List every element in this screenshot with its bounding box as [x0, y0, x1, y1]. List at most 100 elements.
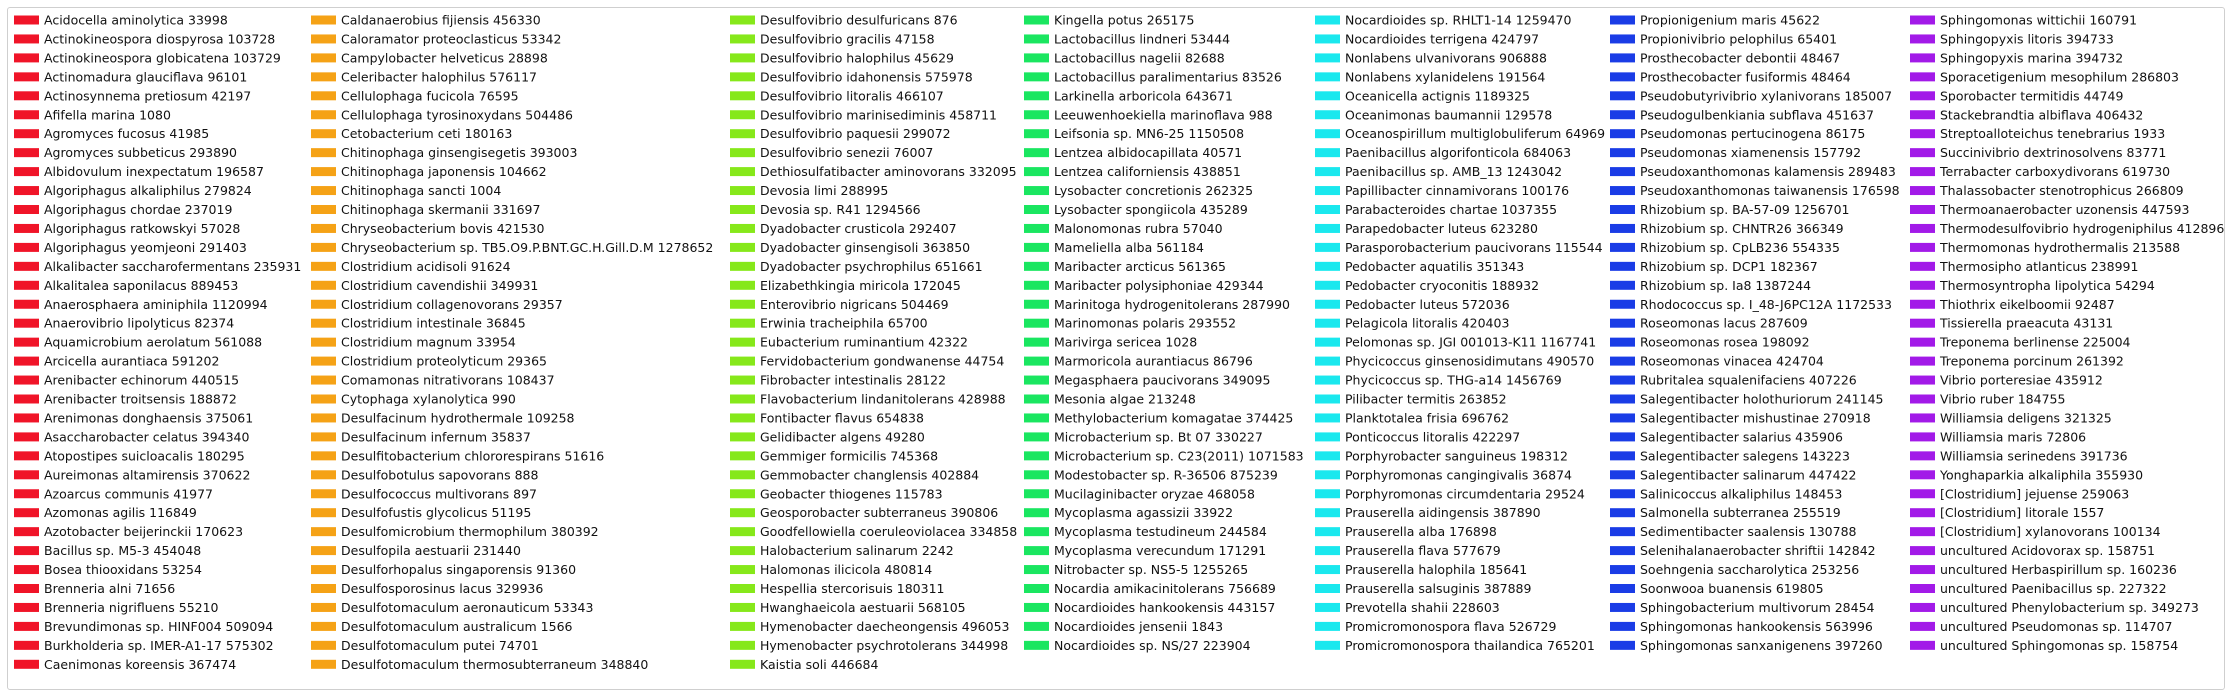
legend-swatch [1910, 242, 1935, 252]
legend-swatch [14, 432, 39, 442]
legend-swatch [1315, 546, 1340, 556]
legend-swatch [14, 299, 39, 309]
legend-label: Desulfotomaculum australicum 1566 [341, 619, 573, 634]
legend-label: Paenibacillus sp. AMB_13 1243042 [1345, 164, 1562, 179]
legend-label: Roseomonas rosea 198092 [1640, 335, 1810, 350]
legend-swatch [730, 659, 755, 669]
legend-label: Cellulophaga fucicola 76595 [341, 88, 519, 103]
legend-swatch [14, 15, 39, 25]
legend-label: Asaccharobacter celatus 394340 [44, 429, 250, 444]
legend-swatch [730, 621, 755, 631]
legend-swatch [1024, 129, 1049, 139]
legend-swatch [730, 299, 755, 309]
legend-swatch [311, 148, 336, 158]
legend-label: Sphingomonas sanxanigenens 397260 [1640, 638, 1883, 653]
legend-label: Thiothrix eikelboomii 92487 [1939, 297, 2115, 312]
legend-label: [Clostridium] xylanovorans 100134 [1940, 524, 2161, 539]
legend-label: Salegentibacter holothuriorum 241145 [1640, 392, 1883, 407]
legend-swatch [1024, 110, 1049, 120]
legend-swatch [1610, 223, 1635, 233]
legend-label: Devosia sp. R41 1294566 [760, 202, 921, 217]
legend-label: Vibrio ruber 184755 [1940, 392, 2065, 407]
legend-label: Promicromonospora thailandica 765201 [1345, 638, 1595, 653]
legend-swatch [311, 432, 336, 442]
legend-swatch [1610, 621, 1635, 631]
legend-label: Actinokineospora diospyrosa 103728 [44, 31, 275, 46]
legend-column-4: Kingella potus 265175 Lactobacillus lindn… [1024, 13, 1304, 653]
legend-swatch [1610, 640, 1635, 650]
legend-label: Mycoplasma agassizii 33922 [1054, 505, 1233, 520]
legend-label: Pseudomonas xiamenensis 157792 [1640, 145, 1861, 160]
legend-label: Pilibacter termitis 263852 [1345, 392, 1507, 407]
legend-swatch [1315, 186, 1340, 196]
legend-label: Algoriphagus alkaliphilus 279824 [44, 183, 252, 198]
legend-swatch [1610, 15, 1635, 25]
legend-label: Halomonas ilicicola 480814 [760, 562, 932, 577]
legend-label: Nocardioides sp. RHLT1-14 1259470 [1345, 13, 1572, 28]
legend-label: Azomonas agilis 116849 [44, 505, 197, 520]
legend-label: Rhizobium sp. CHNTR26 366349 [1640, 221, 1844, 236]
legend-label: Brenneria alni 71656 [44, 581, 175, 596]
legend-swatch [14, 451, 39, 461]
legend-label: Goodfellowiella coeruleoviolacea 334858 [760, 524, 1017, 539]
legend-swatch [730, 602, 755, 612]
legend-swatch [730, 129, 755, 139]
legend-label: Azoarcus communis 41977 [44, 486, 213, 501]
legend-swatch [14, 375, 39, 385]
legend-swatch [1910, 432, 1935, 442]
legend-swatch [1610, 53, 1635, 63]
legend-swatch [1910, 53, 1935, 63]
legend-swatch [1315, 261, 1340, 271]
legend-swatch [1024, 261, 1049, 271]
legend-swatch [14, 413, 39, 423]
legend-swatch [1024, 584, 1049, 593]
legend-swatch [730, 53, 755, 63]
legend-swatch [1024, 15, 1049, 25]
legend-swatch [311, 91, 336, 101]
legend-swatch [1610, 470, 1635, 480]
legend-swatch [730, 148, 755, 158]
legend-label: Planktotalea frisia 696762 [1345, 410, 1509, 425]
legend-swatch [1315, 602, 1340, 612]
legend-swatch [1315, 584, 1340, 593]
legend-label: Burkholderia sp. IMER-A1-17 575302 [44, 638, 274, 653]
legend-label: Leifsonia sp. MN6-25 1150508 [1054, 126, 1244, 141]
legend-label: Clostridium magnum 33954 [341, 335, 516, 350]
legend-label: Gelidibacter algens 49280 [760, 429, 925, 444]
legend-swatch [1024, 148, 1049, 158]
legend-label: Fibrobacter intestinalis 28122 [760, 373, 946, 388]
legend-swatch [1024, 489, 1049, 499]
legend-column-3: Desulfovibrio desulfuricans 876 Desulfovi… [730, 13, 1017, 672]
legend-label: Caenimonas koreensis 367474 [44, 657, 236, 672]
legend-swatch [730, 527, 755, 537]
legend-label: Desulfovibrio halophilus 45629 [760, 50, 954, 65]
legend-label: Marinomonas polaris 293552 [1054, 316, 1236, 331]
legend-swatch [14, 508, 39, 518]
legend-label: uncultured Herbaspirillum sp. 160236 [1940, 562, 2177, 577]
legend-swatch [311, 261, 336, 271]
legend-swatch [1610, 242, 1635, 252]
legend-swatch [1910, 205, 1935, 214]
legend-swatch [730, 565, 755, 575]
legend-label: Desulfotomaculum aeronauticum 53343 [341, 600, 593, 615]
legend-label: uncultured Sphingomonas sp. 158754 [1940, 638, 2178, 653]
legend-swatch [311, 186, 336, 196]
legend-label: Algoriphagus yeomjeoni 291403 [44, 240, 247, 255]
legend-swatch [1610, 508, 1635, 518]
legend-label: Megasphaera paucivorans 349095 [1054, 373, 1270, 388]
legend-swatch [1910, 451, 1935, 461]
legend-swatch [730, 356, 755, 366]
legend-label: Prauserella aidingensis 387890 [1345, 505, 1541, 520]
legend-label: Desulforhopalus singaporensis 91360 [341, 562, 576, 577]
legend-swatch [14, 546, 39, 556]
legend-swatch [1910, 261, 1935, 271]
legend-swatch [311, 640, 336, 650]
legend-swatch [730, 584, 755, 593]
legend-column-7: Sphingomonas wittichii 160791 Sphingopyxi… [1910, 13, 2224, 653]
legend-swatch [1610, 34, 1635, 44]
legend-swatch [311, 602, 336, 612]
legend-label: Cellulophaga tyrosinoxydans 504486 [341, 107, 573, 122]
legend-swatch [14, 205, 39, 214]
legend-label: Atopostipes suicloacalis 180295 [44, 448, 245, 463]
legend-label: Salegentibacter salegens 143223 [1640, 448, 1850, 463]
